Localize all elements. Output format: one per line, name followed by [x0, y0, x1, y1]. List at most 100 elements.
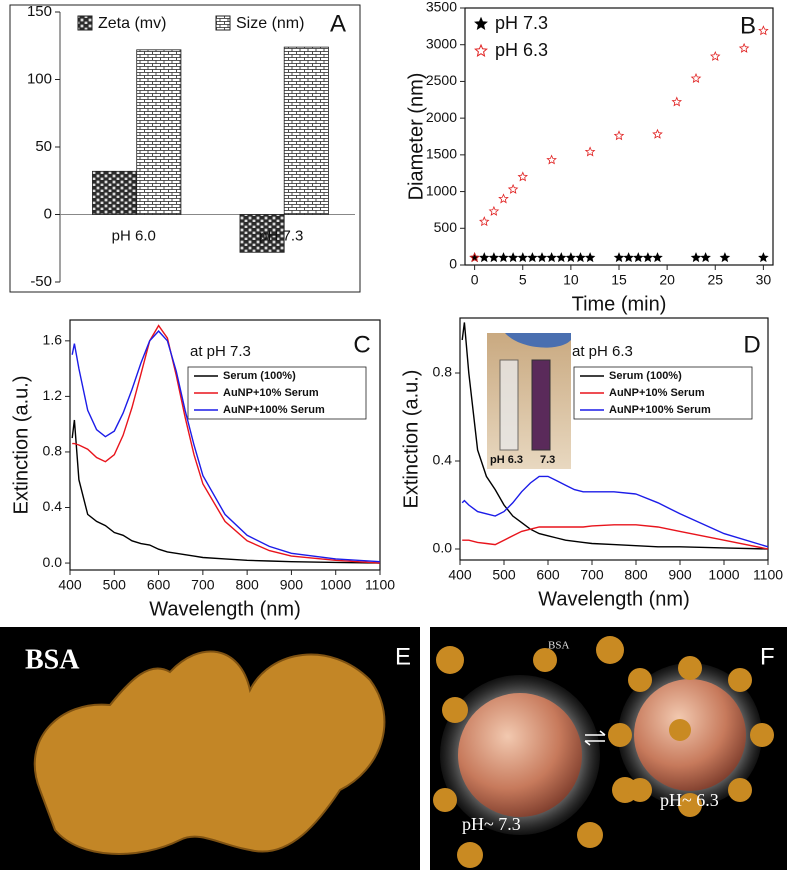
legend-label: Serum (100%): [223, 370, 296, 382]
scatter-point: [546, 252, 557, 263]
annotation: at pH 7.3: [190, 343, 251, 360]
scatter-point: [719, 252, 731, 263]
legend-label: AuNP+100% Serum: [223, 404, 325, 416]
x-tick-label: 30: [756, 272, 772, 288]
image-title: BSA: [25, 644, 80, 675]
y-axis-label: Diameter (nm): [405, 73, 427, 201]
y-axis-label: Extinction (a.u.): [10, 376, 32, 515]
scatter-point: [758, 252, 769, 263]
image-label: pH~ 7.3: [462, 814, 521, 834]
x-tick-label: 1000: [320, 577, 351, 593]
legend-label: pH 6.3: [495, 40, 548, 60]
panel-label: C: [353, 331, 370, 358]
x-tick-label: 400: [448, 567, 472, 583]
x-tick-label: 600: [147, 577, 171, 593]
x-tick-label: 15: [611, 272, 627, 288]
scatter-point: [642, 252, 654, 263]
y-tick-label: 1.2: [43, 387, 63, 403]
scatter-point: [738, 42, 750, 53]
x-tick-label: 800: [624, 567, 648, 583]
scatter-point: [700, 252, 711, 263]
x-tick-label: 1100: [365, 577, 395, 593]
scatter-point: [584, 146, 596, 157]
x-tick-label: 500: [492, 567, 516, 583]
scatter-point: [584, 252, 596, 263]
y-tick-label: 0.4: [433, 452, 453, 468]
legend-marker: [474, 16, 488, 30]
x-tick-label: 500: [103, 577, 127, 593]
x-tick-label: 1000: [708, 567, 739, 583]
bsa-molecules: [433, 636, 774, 868]
scatter-point: [556, 252, 567, 263]
line-series: [72, 324, 381, 564]
y-tick-label: 2500: [426, 72, 457, 88]
bar: [239, 214, 285, 253]
x-tick-label: 10: [563, 272, 579, 288]
bar: [136, 49, 182, 215]
x-tick-label: pH 7.3: [259, 227, 303, 244]
y-axis-label: Extinction (a.u.): [400, 370, 422, 509]
scatter-point: [517, 171, 528, 182]
y-tick-label: 50: [35, 138, 52, 155]
plot-frame: [459, 317, 769, 561]
x-axis-label: Wavelength (nm): [538, 588, 690, 610]
line-series: [71, 419, 381, 564]
x-tick-label: 700: [580, 567, 604, 583]
legend-label: Serum (100%): [609, 370, 682, 382]
scatter-point: [633, 252, 644, 263]
line-series: [461, 322, 769, 550]
y-tick-label: 0.8: [433, 364, 453, 380]
x-tick-label: 25: [707, 272, 723, 288]
x-tick-label: 900: [668, 567, 692, 583]
x-tick-label: 20: [659, 272, 675, 288]
image-label: pH~ 6.3: [660, 790, 719, 810]
x-tick-label: 1100: [753, 567, 783, 583]
scatter-point: [527, 252, 538, 263]
panel-label: A: [330, 10, 346, 37]
panel-label: B: [740, 12, 756, 39]
panel-label: E: [395, 643, 411, 670]
x-tick-label: 600: [536, 567, 560, 583]
scatter-point: [652, 252, 663, 263]
glove: [505, 333, 571, 348]
y-tick-label: 500: [434, 219, 458, 235]
scatter-point: [488, 252, 500, 263]
scatter-point: [758, 25, 769, 36]
y-tick-label: 3500: [426, 0, 457, 15]
scatter-point: [565, 252, 577, 263]
legend-swatch: [77, 15, 93, 31]
scatter-point: [517, 252, 528, 263]
scatter-point: [690, 252, 702, 263]
legend-marker: [474, 43, 488, 57]
panel-label: D: [743, 331, 760, 358]
y-tick-label: 0: [449, 256, 457, 272]
nanoparticle: [634, 679, 746, 791]
image-label: BSA: [548, 640, 569, 652]
equilibrium-arrows: [584, 730, 606, 746]
scatter-point: [488, 205, 500, 216]
legend-swatch: [215, 15, 231, 31]
x-axis-label: Time (min): [572, 293, 667, 315]
annotation: at pH 6.3: [572, 343, 633, 360]
scatter-point: [479, 252, 490, 263]
legend-label: pH 7.3: [495, 13, 548, 33]
scatter-point: [710, 50, 721, 61]
plot-frame: [69, 319, 381, 571]
scatter-point: [507, 252, 519, 263]
bsa-surface: [33, 650, 386, 855]
x-tick-label: 400: [58, 577, 82, 593]
y-tick-label: 0.8: [43, 443, 63, 459]
y-tick-label: 150: [27, 3, 52, 20]
bar: [283, 46, 329, 215]
y-tick-label: 0.4: [43, 498, 63, 514]
x-tick-label: 5: [519, 272, 527, 288]
vial: [499, 359, 519, 451]
x-tick-label: 0: [471, 272, 479, 288]
scatter-point: [613, 130, 625, 141]
x-axis-label: Wavelength (nm): [149, 598, 301, 620]
y-tick-label: 100: [27, 70, 52, 87]
y-tick-label: -50: [30, 273, 52, 290]
y-tick-label: 0: [44, 205, 52, 222]
scatter-point: [536, 252, 548, 263]
scatter-point: [479, 216, 490, 227]
